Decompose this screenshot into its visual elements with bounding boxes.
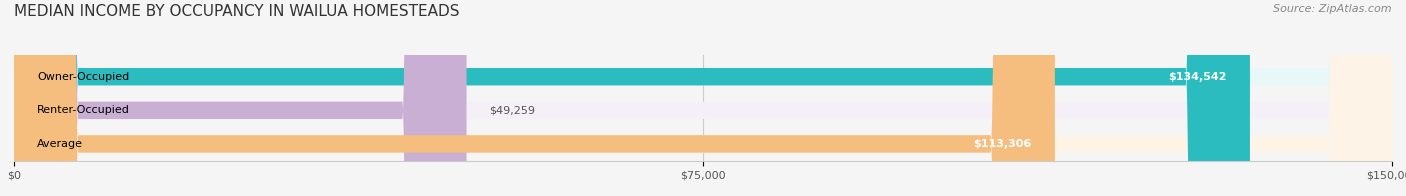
Text: $49,259: $49,259 <box>489 105 536 115</box>
FancyBboxPatch shape <box>14 0 1392 196</box>
FancyBboxPatch shape <box>14 0 1054 196</box>
Text: Source: ZipAtlas.com: Source: ZipAtlas.com <box>1274 4 1392 14</box>
FancyBboxPatch shape <box>14 0 1392 196</box>
Text: Average: Average <box>37 139 83 149</box>
Text: Renter-Occupied: Renter-Occupied <box>37 105 129 115</box>
FancyBboxPatch shape <box>14 0 1392 196</box>
Text: Owner-Occupied: Owner-Occupied <box>37 72 129 82</box>
FancyBboxPatch shape <box>14 0 1250 196</box>
Text: $134,542: $134,542 <box>1168 72 1227 82</box>
Text: MEDIAN INCOME BY OCCUPANCY IN WAILUA HOMESTEADS: MEDIAN INCOME BY OCCUPANCY IN WAILUA HOM… <box>14 4 460 19</box>
Text: $113,306: $113,306 <box>974 139 1032 149</box>
FancyBboxPatch shape <box>14 0 467 196</box>
